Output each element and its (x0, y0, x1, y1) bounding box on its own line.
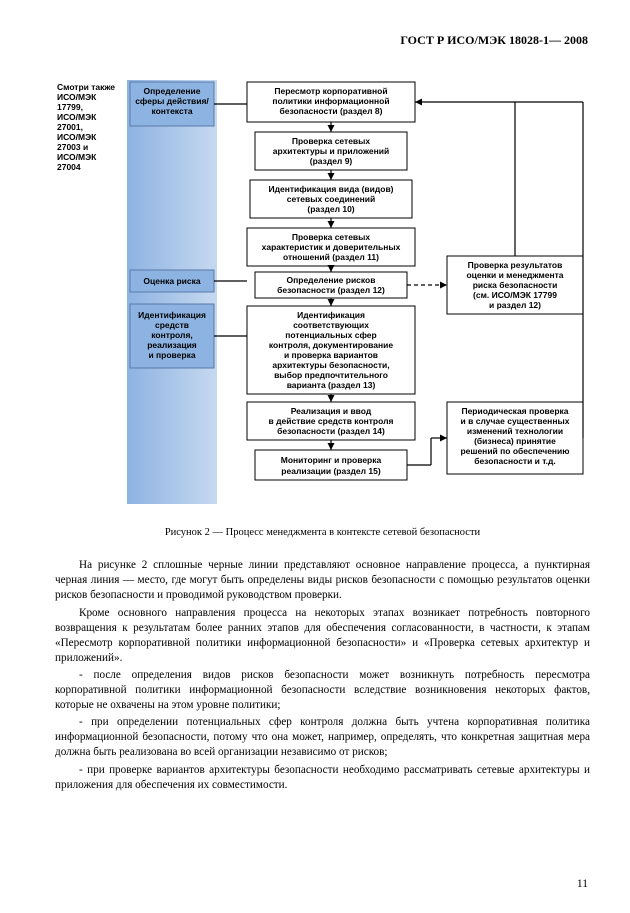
svg-text:(раздел 10): (раздел 10) (307, 204, 354, 214)
svg-text:Проверка сетевых: Проверка сетевых (292, 232, 371, 242)
svg-text:ИСО/МЭК: ИСО/МЭК (57, 112, 97, 122)
paragraph: На рисунке 2 сплошные черные линии предс… (55, 558, 590, 603)
box-connection-types: Идентификация вида (видов) сетевых соеди… (250, 180, 412, 218)
svg-text:Определение: Определение (144, 86, 201, 96)
svg-text:и раздел 12): и раздел 12) (489, 300, 541, 310)
document-id: ГОСТ Р ИСО/МЭК 18028-1— 2008 (400, 32, 588, 48)
phase-control: Идентификация средств контроля, реализац… (130, 304, 214, 368)
svg-text:и проверка: и проверка (148, 350, 195, 360)
box-monitoring: Мониторинг и проверка реализации (раздел… (255, 450, 407, 480)
svg-text:характеристик и доверительных: характеристик и доверительных (262, 242, 401, 252)
box-control-identify: Идентификация соответствующих потенциаль… (247, 306, 415, 394)
svg-text:и в случае существенных: и в случае существенных (461, 416, 570, 426)
svg-text:выбор предпочтительного: выбор предпочтительного (274, 370, 388, 380)
svg-text:реализация: реализация (147, 340, 197, 350)
box-net-trust: Проверка сетевых характеристик и доверит… (247, 228, 415, 266)
svg-text:безопасности и т.д.: безопасности и т.д. (474, 456, 556, 466)
svg-text:изменений технологии: изменений технологии (467, 426, 563, 436)
svg-text:контроля,: контроля, (151, 330, 193, 340)
svg-text:политики информационной: политики информационной (272, 96, 389, 106)
paragraph: Кроме основного направления процесса на … (55, 606, 590, 666)
svg-text:Проверка результатов: Проверка результатов (468, 260, 563, 270)
page-number: 11 (577, 877, 588, 893)
svg-text:архитектуры и приложений: архитектуры и приложений (273, 146, 389, 156)
svg-text:27004: 27004 (57, 162, 81, 172)
svg-text:ИСО/МЭК: ИСО/МЭК (57, 152, 97, 162)
box-risk-review: Проверка результатов оценки и менеджмент… (447, 256, 583, 314)
svg-text:безопасности (раздел 14): безопасности (раздел 14) (277, 426, 385, 436)
svg-text:Реализация и ввод: Реализация и ввод (291, 406, 372, 416)
svg-text:Идентификация: Идентификация (138, 310, 206, 320)
svg-text:ИСО/МЭК: ИСО/МЭК (57, 92, 97, 102)
svg-text:Смотри также: Смотри также (57, 82, 115, 92)
svg-text:реализации (раздел 15): реализации (раздел 15) (281, 466, 381, 476)
svg-text:(бизнеса) принятие: (бизнеса) принятие (474, 436, 556, 446)
svg-text:(раздел 9): (раздел 9) (310, 156, 353, 166)
svg-text:потенциальных сфер: потенциальных сфер (285, 330, 376, 340)
box-risk-determination: Определение рисков безопасности (раздел … (255, 272, 407, 298)
sidebar-reference-note: Смотри также ИСО/МЭК 17799, ИСО/МЭК 2700… (57, 82, 115, 172)
svg-text:Пересмотр корпоративной: Пересмотр корпоративной (274, 86, 387, 96)
svg-text:риска безопасности: риска безопасности (473, 280, 558, 290)
svg-text:архитектуры безопасности,: архитектуры безопасности, (272, 360, 389, 370)
svg-text:соответствующих: соответствующих (293, 320, 369, 330)
svg-text:27001,: 27001, (57, 122, 83, 132)
svg-text:оценки и менеджмента: оценки и менеджмента (466, 270, 563, 280)
svg-text:контроля, документирование: контроля, документирование (269, 340, 393, 350)
svg-text:17799,: 17799, (57, 102, 83, 112)
box-periodic-review: Периодическая проверка и в случае сущест… (447, 402, 583, 474)
svg-text:Идентификация: Идентификация (297, 310, 365, 320)
svg-text:варианта (раздел 13): варианта (раздел 13) (287, 380, 376, 390)
svg-text:Периодическая проверка: Периодическая проверка (461, 406, 568, 416)
box-arch-review: Проверка сетевых архитектуры и приложени… (255, 132, 407, 170)
process-diagram: Определение сферы действия/ контекста Оц… (55, 72, 590, 512)
svg-text:отношений (раздел 11): отношений (раздел 11) (283, 252, 379, 262)
svg-text:безопасности (раздел 12): безопасности (раздел 12) (277, 285, 385, 295)
figure-caption: Рисунок 2 — Процесс менеджмента в контек… (55, 526, 590, 540)
svg-text:в действие средств контроля: в действие средств контроля (269, 416, 394, 426)
svg-text:решений по обеспечению: решений по обеспечению (460, 446, 569, 456)
svg-text:и проверка вариантов: и проверка вариантов (284, 350, 378, 360)
phase-scope: Определение сферы действия/ контекста (130, 82, 214, 126)
svg-text:Проверка сетевых: Проверка сетевых (292, 136, 371, 146)
svg-text:27003 и: 27003 и (57, 142, 88, 152)
paragraph: - при определении потенциальных сфер кон… (55, 715, 590, 760)
svg-text:Идентификация вида (видов): Идентификация вида (видов) (268, 184, 393, 194)
figure-2: Определение сферы действия/ контекста Оц… (55, 72, 590, 540)
paragraph: - после определения видов рисков безопас… (55, 668, 590, 713)
svg-text:Мониторинг и проверка: Мониторинг и проверка (281, 455, 382, 465)
svg-text:средств: средств (155, 320, 189, 330)
svg-text:Оценка риска: Оценка риска (143, 276, 200, 286)
svg-text:(см. ИСО/МЭК 17799: (см. ИСО/МЭК 17799 (473, 290, 557, 300)
body-text: На рисунке 2 сплошные черные линии предс… (55, 558, 590, 793)
box-implementation: Реализация и ввод в действие средств кон… (247, 402, 415, 440)
phase-risk: Оценка риска (130, 270, 214, 292)
paragraph: - при проверке вариантов архитектуры без… (55, 763, 590, 793)
svg-text:Определение рисков: Определение рисков (287, 275, 376, 285)
page: ГОСТ Р ИСО/МЭК 18028-1— 2008 Опр (0, 0, 630, 913)
box-policy-review: Пересмотр корпоративной политики информа… (247, 82, 415, 122)
svg-text:сферы действия/: сферы действия/ (135, 96, 209, 106)
svg-text:контекста: контекста (151, 106, 192, 116)
svg-text:безопасности (раздел 8): безопасности (раздел 8) (280, 106, 383, 116)
svg-text:сетевых соединений: сетевых соединений (287, 194, 376, 204)
svg-text:ИСО/МЭК: ИСО/МЭК (57, 132, 97, 142)
